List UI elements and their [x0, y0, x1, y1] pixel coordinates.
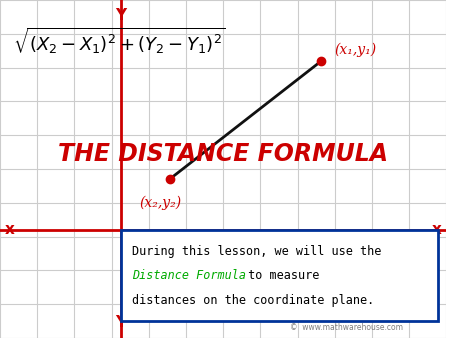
Text: During this lesson, we will use the: During this lesson, we will use the [132, 245, 381, 258]
Text: distances on the coordinate plane.: distances on the coordinate plane. [132, 294, 374, 307]
Text: THE DISTANCE FORMULA: THE DISTANCE FORMULA [58, 142, 388, 166]
FancyBboxPatch shape [121, 230, 437, 321]
Text: x: x [432, 222, 442, 237]
Text: Y: Y [115, 8, 126, 23]
Text: (x₁,y₁): (x₁,y₁) [335, 43, 377, 57]
Text: $\sqrt{(X_2 - X_1)^2 + (Y_2 - Y_1)^2}$: $\sqrt{(X_2 - X_1)^2 + (Y_2 - Y_1)^2}$ [14, 25, 226, 56]
Text: x: x [4, 222, 14, 237]
Text: (x₂,y₂): (x₂,y₂) [140, 196, 182, 211]
Text: ©  www.mathwarehouse.com: © www.mathwarehouse.com [290, 323, 403, 332]
Text: Y: Y [115, 315, 126, 330]
Text: to measure: to measure [241, 269, 320, 282]
Text: Distance Formula: Distance Formula [132, 269, 246, 282]
